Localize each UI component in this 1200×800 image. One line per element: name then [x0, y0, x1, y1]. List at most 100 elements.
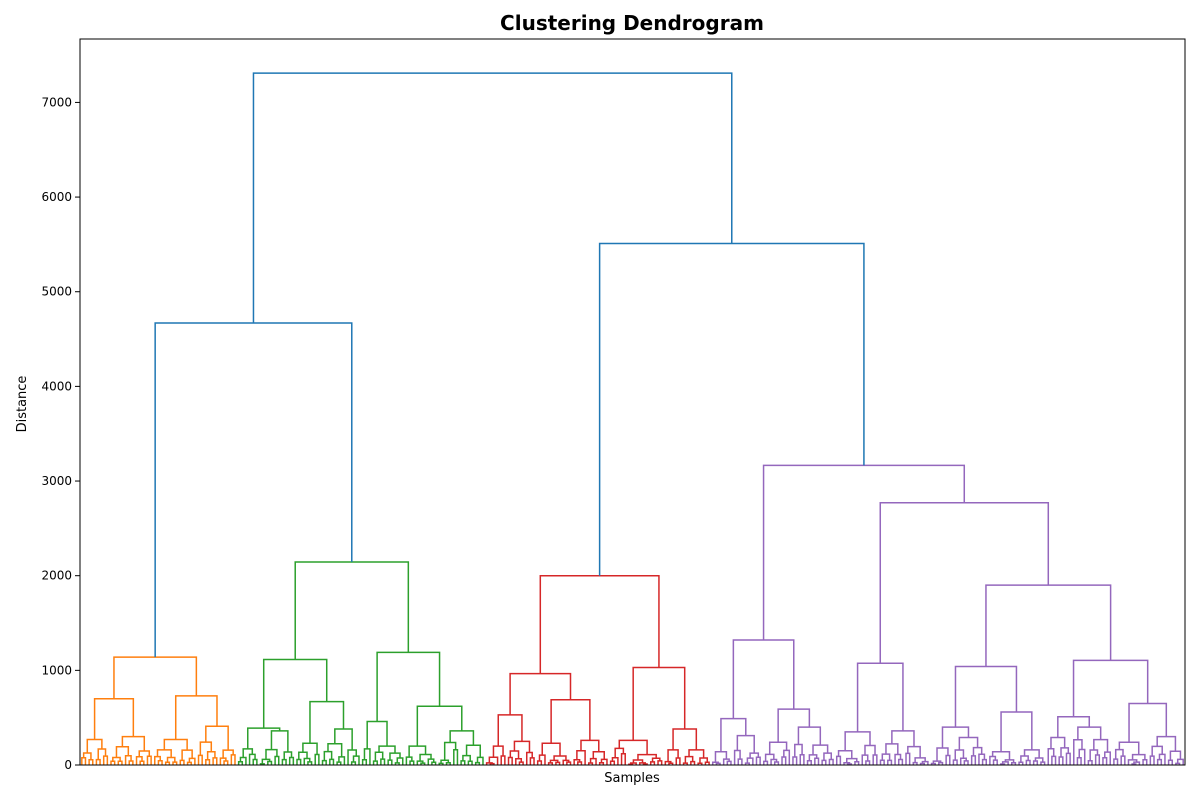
dendrogram-link: [396, 757, 404, 765]
chart-title: Clustering Dendrogram: [500, 11, 764, 35]
dendrogram-link: [881, 753, 891, 761]
dendrogram-link: [329, 758, 335, 765]
dendrogram-link: [865, 760, 871, 765]
dendrogram-link: [764, 753, 775, 762]
dendrogram-link: [872, 754, 878, 765]
dendrogram-link: [538, 754, 546, 765]
dendrogram-link: [419, 753, 432, 762]
dendrogram-link: [897, 758, 904, 765]
dendrogram-link: [230, 754, 236, 765]
dendrogram-link: [199, 741, 213, 756]
dendrogram-link: [296, 758, 302, 765]
dendrogram-link: [139, 760, 145, 765]
dendrogram-link: [205, 725, 229, 751]
y-tick-label: 4000: [41, 379, 72, 393]
dendrogram-link: [128, 760, 134, 765]
dendrogram-link: [963, 760, 969, 765]
dendrogram-link: [887, 759, 893, 765]
dendrogram-link: [835, 755, 842, 765]
dendrogram-link: [205, 759, 211, 765]
dendrogram-link: [1142, 758, 1148, 765]
dendrogram-link: [1113, 758, 1119, 765]
dendrogram-link: [959, 757, 967, 765]
y-axis-label: Distance: [15, 376, 30, 433]
dendrogram-link: [294, 561, 410, 660]
dendrogram-link: [885, 743, 899, 755]
y-tick-label: 5000: [41, 285, 72, 299]
dendrogram-link: [389, 752, 401, 761]
dendrogram-link: [242, 748, 254, 758]
dendrogram-link: [157, 760, 163, 765]
dendrogram-link: [95, 758, 101, 765]
dendrogram-link: [281, 758, 287, 765]
dendrogram-link: [1032, 760, 1039, 765]
plot-frame: [79, 38, 1186, 766]
dendrogram-link: [1051, 755, 1057, 765]
dendrogram-link: [1077, 726, 1102, 740]
dendrogram-link: [334, 728, 353, 751]
dendrogram-link: [952, 759, 958, 765]
dendrogram-link: [861, 754, 869, 765]
dendrogram-link: [361, 759, 368, 765]
dendrogram-link: [879, 759, 885, 765]
dendrogram-link: [844, 731, 871, 751]
dendrogram-link: [223, 760, 229, 765]
dendrogram-link: [1023, 749, 1040, 759]
dendrogram-link: [267, 760, 273, 765]
dendrogram-link: [1025, 759, 1031, 765]
dendrogram-link: [525, 751, 533, 765]
dendrogram-link: [828, 758, 834, 765]
dendrogram-link: [121, 735, 146, 751]
y-tick-label: 0: [64, 758, 72, 772]
dendrogram-link: [954, 665, 1018, 728]
dendrogram-link: [539, 574, 660, 674]
dendrogram-link: [1087, 760, 1093, 765]
dendrogram-link: [945, 754, 951, 765]
dendrogram-link: [113, 656, 198, 699]
dendrogram-link: [806, 759, 812, 765]
y-tick-label: 2000: [41, 569, 72, 583]
dendrogram-link: [589, 757, 597, 765]
dendrogram-link: [1058, 756, 1064, 765]
dendrogram-link: [1065, 752, 1071, 765]
dendrogram-link: [550, 698, 591, 744]
dendrogram-link: [799, 753, 805, 765]
dendrogram-link: [690, 760, 696, 765]
dendrogram-link: [93, 697, 135, 740]
dendrogram-link: [509, 672, 572, 715]
dendrogram-link: [609, 760, 616, 765]
dendrogram-link: [1102, 757, 1108, 765]
dendrogram-link: [476, 756, 484, 765]
x-axis-label: Samples: [604, 771, 660, 786]
dendrogram-link: [675, 757, 681, 765]
dendrogram-link: [792, 756, 798, 765]
dendrogram-link: [1094, 754, 1101, 765]
dendrogram-link: [110, 760, 116, 765]
dendrogram-link: [763, 760, 769, 765]
dendrogram-link: [460, 760, 466, 765]
dendrogram-link: [1156, 758, 1163, 765]
dendrogram-link: [102, 755, 109, 765]
dendrogram-link: [270, 730, 289, 752]
dendrogram-link: [755, 756, 761, 765]
dendrogram-link: [338, 756, 346, 765]
dendrogram-link: [777, 708, 811, 743]
dendrogram-link: [1000, 711, 1033, 752]
dendrogram-link: [212, 757, 218, 765]
dendrogram-link: [387, 759, 393, 765]
dendrogram-link: [1072, 659, 1149, 717]
dendrogram-link: [864, 744, 876, 756]
dendrogram-links: [81, 72, 1184, 765]
dendrogram-link: [620, 753, 626, 765]
dendrogram-link: [856, 662, 904, 732]
dendrogram-link: [746, 757, 754, 765]
y-tick-label: 3000: [41, 474, 72, 488]
dendrogram-link: [814, 757, 820, 765]
dendrogram-link: [1076, 757, 1082, 765]
dendrogram-link: [408, 745, 427, 758]
dendrogram-link: [321, 759, 327, 765]
dendrogram-link: [992, 759, 998, 765]
dendrogram-link: [179, 759, 185, 765]
dendrogram-link: [598, 242, 865, 576]
